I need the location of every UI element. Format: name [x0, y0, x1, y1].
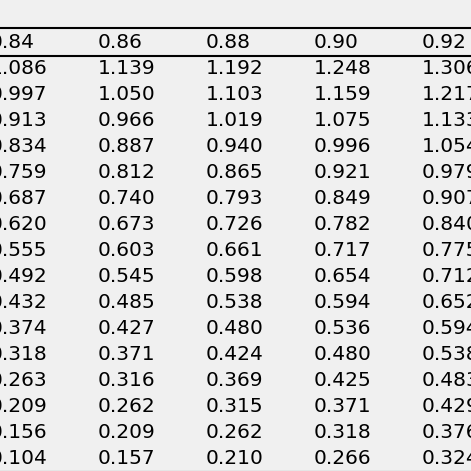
- Text: 0.316: 0.316: [98, 372, 155, 390]
- Text: 1.054: 1.054: [422, 138, 471, 156]
- Text: 0.545: 0.545: [98, 268, 155, 286]
- Text: 1.217: 1.217: [422, 86, 471, 105]
- Text: 0.424: 0.424: [206, 346, 264, 365]
- Text: 0.717: 0.717: [314, 242, 372, 260]
- Text: 0.84: 0.84: [0, 32, 35, 51]
- Text: 0.429: 0.429: [422, 398, 471, 416]
- Text: 0.849: 0.849: [314, 189, 372, 209]
- Text: 0.840: 0.840: [422, 216, 471, 235]
- Text: 0.555: 0.555: [0, 242, 48, 260]
- Text: 0.318: 0.318: [314, 423, 372, 442]
- Text: 0.492: 0.492: [0, 268, 48, 286]
- Text: 0.652: 0.652: [422, 293, 471, 312]
- Text: 1.075: 1.075: [314, 112, 372, 130]
- Text: 0.921: 0.921: [314, 163, 372, 182]
- Text: 0.887: 0.887: [98, 138, 156, 156]
- Text: 0.740: 0.740: [98, 189, 156, 209]
- Text: 1.086: 1.086: [0, 59, 48, 79]
- Text: 0.376: 0.376: [422, 423, 471, 442]
- Text: 0.209: 0.209: [98, 423, 156, 442]
- Text: 0.834: 0.834: [0, 138, 48, 156]
- Text: 0.966: 0.966: [98, 112, 155, 130]
- Text: 0.262: 0.262: [206, 423, 264, 442]
- Text: 0.210: 0.210: [206, 449, 264, 469]
- Text: 0.759: 0.759: [0, 163, 48, 182]
- Text: 1.050: 1.050: [98, 86, 156, 105]
- Text: 0.594: 0.594: [422, 319, 471, 339]
- Text: 0.263: 0.263: [0, 372, 48, 390]
- Text: 0.425: 0.425: [314, 372, 372, 390]
- Text: 0.480: 0.480: [206, 319, 264, 339]
- Text: 0.996: 0.996: [314, 138, 372, 156]
- Text: 0.907: 0.907: [422, 189, 471, 209]
- Text: 0.88: 0.88: [206, 32, 251, 51]
- Text: 0.90: 0.90: [314, 32, 359, 51]
- Text: 0.104: 0.104: [0, 449, 48, 469]
- Text: 0.157: 0.157: [98, 449, 155, 469]
- Text: 1.019: 1.019: [206, 112, 264, 130]
- Text: 0.594: 0.594: [314, 293, 372, 312]
- Text: 0.262: 0.262: [98, 398, 156, 416]
- Text: 0.209: 0.209: [0, 398, 48, 416]
- Text: 0.536: 0.536: [314, 319, 372, 339]
- Text: 0.427: 0.427: [98, 319, 156, 339]
- Text: 0.538: 0.538: [422, 346, 471, 365]
- Text: 0.318: 0.318: [0, 346, 48, 365]
- Text: 0.480: 0.480: [314, 346, 372, 365]
- Text: 0.661: 0.661: [206, 242, 264, 260]
- Text: 1.192: 1.192: [206, 59, 264, 79]
- Text: 0.979: 0.979: [422, 163, 471, 182]
- Text: 0.673: 0.673: [98, 216, 155, 235]
- Text: 0.687: 0.687: [0, 189, 48, 209]
- Text: 1.133: 1.133: [422, 112, 471, 130]
- Text: 0.324: 0.324: [422, 449, 471, 469]
- Text: 0.485: 0.485: [98, 293, 156, 312]
- Text: 0.726: 0.726: [206, 216, 264, 235]
- Text: 1.139: 1.139: [98, 59, 155, 79]
- Text: 0.538: 0.538: [206, 293, 264, 312]
- Text: 0.86: 0.86: [98, 32, 143, 51]
- Text: 0.812: 0.812: [98, 163, 156, 182]
- Text: 1.159: 1.159: [314, 86, 372, 105]
- Text: 0.865: 0.865: [206, 163, 264, 182]
- Text: 0.782: 0.782: [314, 216, 372, 235]
- Text: 0.712: 0.712: [422, 268, 471, 286]
- Text: 0.369: 0.369: [206, 372, 263, 390]
- Text: 0.371: 0.371: [98, 346, 155, 365]
- Text: 0.374: 0.374: [0, 319, 48, 339]
- Text: 0.997: 0.997: [0, 86, 48, 105]
- Text: 0.92: 0.92: [422, 32, 467, 51]
- Text: 0.940: 0.940: [206, 138, 264, 156]
- Text: 0.793: 0.793: [206, 189, 263, 209]
- Text: 1.306: 1.306: [422, 59, 471, 79]
- Text: 0.156: 0.156: [0, 423, 48, 442]
- Text: 0.371: 0.371: [314, 398, 372, 416]
- Text: 0.315: 0.315: [206, 398, 264, 416]
- Text: 0.598: 0.598: [206, 268, 264, 286]
- Text: 0.775: 0.775: [422, 242, 471, 260]
- Text: 0.620: 0.620: [0, 216, 48, 235]
- Text: 0.913: 0.913: [0, 112, 48, 130]
- Text: 0.266: 0.266: [314, 449, 372, 469]
- Text: 0.654: 0.654: [314, 268, 372, 286]
- Text: 1.103: 1.103: [206, 86, 264, 105]
- Text: 0.603: 0.603: [98, 242, 155, 260]
- Text: 0.483: 0.483: [422, 372, 471, 390]
- Text: 1.248: 1.248: [314, 59, 372, 79]
- Text: 0.432: 0.432: [0, 293, 48, 312]
